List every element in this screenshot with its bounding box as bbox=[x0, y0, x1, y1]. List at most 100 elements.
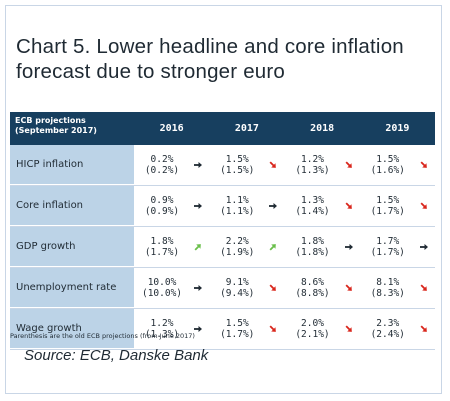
new-projection-value: 1.8% bbox=[301, 236, 324, 247]
projection-values: 8.6% (8.8%) bbox=[285, 277, 341, 299]
column-header-2018: 2018 bbox=[310, 123, 335, 134]
projection-values: 1.2% (1.3%) bbox=[134, 318, 190, 340]
projection-cell: 2.3% (2.4%) bbox=[360, 309, 435, 349]
old-projection-value: (1.7%) bbox=[370, 206, 405, 217]
old-projection-value: (1.7%) bbox=[144, 247, 180, 258]
table-row: Wage growth 1.2% (1.3%) 1.5% (1.7%) 2.0% (2.1%… bbox=[10, 309, 435, 350]
new-projection-value: 1.3% bbox=[301, 195, 324, 206]
arrow-down-icon bbox=[341, 283, 357, 293]
new-projection-value: 1.5% bbox=[225, 318, 249, 329]
projection-cell: 9.1% (9.4%) bbox=[209, 268, 284, 308]
arrow-down-icon bbox=[265, 283, 281, 293]
projection-cell: 1.8% (1.8%) bbox=[285, 227, 360, 267]
arrow-down-icon bbox=[416, 283, 432, 293]
old-projection-value: (1.3%) bbox=[295, 165, 330, 176]
new-projection-value: 1.5% bbox=[376, 154, 400, 165]
arrow-right-icon bbox=[341, 242, 357, 252]
arrow-right-icon bbox=[190, 283, 206, 293]
projection-values: 1.3% (1.4%) bbox=[285, 195, 341, 217]
projection-cell: 1.5% (1.5%) bbox=[209, 145, 284, 185]
projection-cell: 0.2% (0.2%) bbox=[134, 145, 209, 185]
projection-cell: 8.6% (8.8%) bbox=[285, 268, 360, 308]
projection-values: 8.1% (8.3%) bbox=[360, 277, 416, 299]
projection-values: 0.9% (0.9%) bbox=[134, 195, 190, 217]
projection-values: 1.5% (1.7%) bbox=[209, 318, 265, 340]
arrow-down-icon bbox=[416, 324, 432, 334]
new-projection-value: 8.1% bbox=[376, 277, 400, 288]
table-footnote: Parenthesis are the old ECB projections … bbox=[10, 332, 195, 340]
projection-cell: 1.5% (1.6%) bbox=[360, 145, 435, 185]
old-projection-value: (8.3%) bbox=[370, 288, 405, 299]
projection-values: 1.5% (1.7%) bbox=[360, 195, 416, 217]
projections-table: ECB projections (September 2017) 2016 20… bbox=[10, 112, 435, 350]
chart-title: Chart 5. Lower headline and core inflati… bbox=[16, 35, 404, 83]
new-projection-value: 8.6% bbox=[301, 277, 324, 288]
arrow-down-icon bbox=[341, 324, 357, 334]
old-projection-value: (1.6%) bbox=[370, 165, 405, 176]
row-label: GDP growth bbox=[10, 227, 134, 267]
new-projection-value: 1.2% bbox=[301, 154, 324, 165]
new-projection-value: 1.5% bbox=[376, 195, 400, 206]
arrow-up-icon bbox=[190, 242, 206, 252]
old-projection-value: (10.0%) bbox=[141, 288, 183, 299]
projection-cell: 1.2% (1.3%) bbox=[285, 145, 360, 185]
old-projection-value: (9.4%) bbox=[220, 288, 255, 299]
projection-cell: 1.5% (1.7%) bbox=[360, 186, 435, 226]
projection-values: 2.0% (2.1%) bbox=[285, 318, 341, 340]
projection-values: 1.8% (1.8%) bbox=[285, 236, 341, 258]
column-header-2017: 2017 bbox=[234, 123, 259, 134]
projection-values: 10.0% (10.0%) bbox=[134, 277, 190, 299]
old-projection-value: (1.4%) bbox=[295, 206, 330, 217]
projection-values: 1.1% (1.1%) bbox=[209, 195, 265, 217]
row-label: Core inflation bbox=[10, 186, 134, 226]
arrow-down-icon bbox=[416, 160, 432, 170]
projection-cell: 10.0% (10.0%) bbox=[134, 268, 209, 308]
old-projection-value: (0.2%) bbox=[144, 165, 180, 176]
new-projection-value: 1.5% bbox=[225, 154, 249, 165]
new-projection-value: 2.2% bbox=[225, 236, 249, 247]
arrow-right-icon bbox=[190, 201, 206, 211]
new-projection-value: 0.2% bbox=[150, 154, 174, 165]
new-projection-value: 2.3% bbox=[376, 318, 400, 329]
new-projection-value: 1.7% bbox=[376, 236, 400, 247]
old-projection-value: (0.9%) bbox=[144, 206, 180, 217]
new-projection-value: 2.0% bbox=[301, 318, 324, 329]
old-projection-value: (8.8%) bbox=[295, 288, 330, 299]
old-projection-value: (2.4%) bbox=[370, 329, 405, 340]
arrow-right-icon bbox=[190, 160, 206, 170]
projection-values: 2.3% (2.4%) bbox=[360, 318, 416, 340]
projection-cell: 1.1% (1.1%) bbox=[209, 186, 284, 226]
projection-values: 1.5% (1.5%) bbox=[209, 154, 265, 176]
new-projection-value: 9.1% bbox=[225, 277, 249, 288]
projection-cell: 1.7% (1.7%) bbox=[360, 227, 435, 267]
projection-values: 1.7% (1.7%) bbox=[360, 236, 416, 258]
projection-values: 1.5% (1.6%) bbox=[360, 154, 416, 176]
table-row: Unemployment rate 10.0% (10.0%) 9.1% (9.4%) 8… bbox=[10, 268, 435, 309]
arrow-down-icon bbox=[265, 160, 281, 170]
old-projection-value: (1.1%) bbox=[220, 206, 255, 217]
arrow-right-icon bbox=[265, 201, 281, 211]
arrow-down-icon bbox=[341, 160, 357, 170]
projection-values: 1.8% (1.7%) bbox=[134, 236, 190, 258]
arrow-down-icon bbox=[416, 201, 432, 211]
old-projection-value: (1.3%) bbox=[144, 329, 180, 340]
projection-cell: 1.3% (1.4%) bbox=[285, 186, 360, 226]
old-projection-value: (1.7%) bbox=[220, 329, 255, 340]
column-header-2016: 2016 bbox=[159, 123, 184, 134]
old-projection-value: (1.9%) bbox=[220, 247, 255, 258]
projection-values: 2.2% (1.9%) bbox=[209, 236, 265, 258]
projection-cell: 1.2% (1.3%) bbox=[134, 309, 209, 349]
old-projection-value: (2.1%) bbox=[295, 329, 330, 340]
header-label: ECB projections (September 2017) bbox=[15, 116, 97, 135]
old-projection-value: (1.7%) bbox=[370, 247, 405, 258]
arrow-right-icon bbox=[416, 242, 432, 252]
projection-cell: 0.9% (0.9%) bbox=[134, 186, 209, 226]
source-line: Source: ECB, Danske Bank bbox=[24, 347, 209, 364]
projection-cell: 1.8% (1.7%) bbox=[134, 227, 209, 267]
projection-values: 1.2% (1.3%) bbox=[285, 154, 341, 176]
old-projection-value: (1.5%) bbox=[220, 165, 255, 176]
new-projection-value: 0.9% bbox=[150, 195, 174, 206]
arrow-down-icon bbox=[341, 201, 357, 211]
projection-cell: 2.0% (2.1%) bbox=[285, 309, 360, 349]
old-projection-value: (1.8%) bbox=[295, 247, 330, 258]
